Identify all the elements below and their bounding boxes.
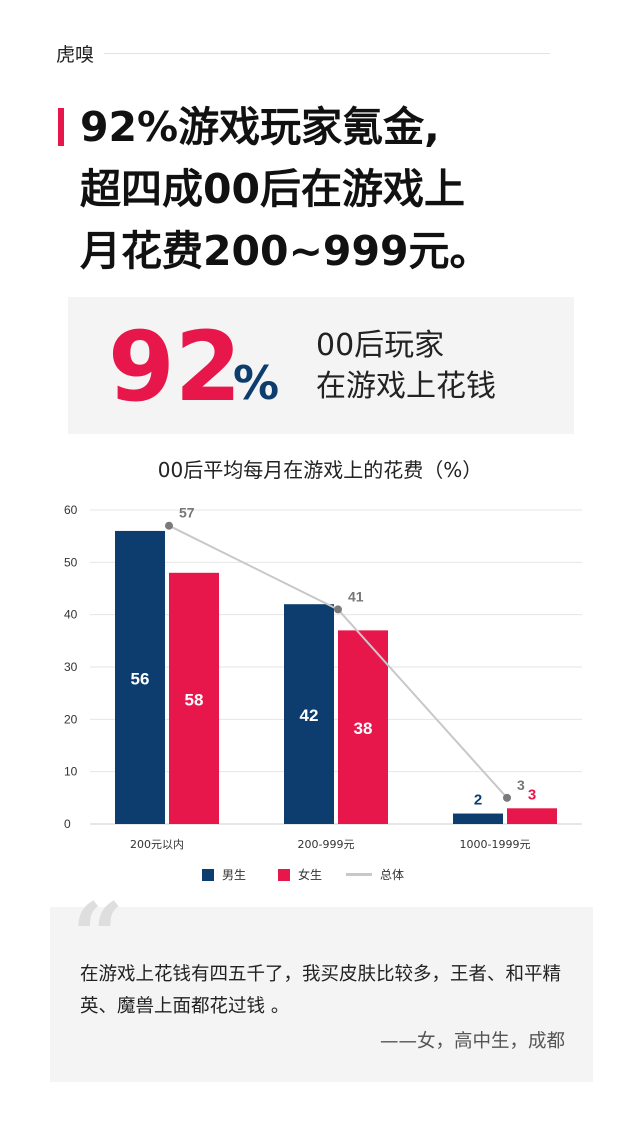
x-tick-label-0: 200元以内 — [130, 837, 184, 851]
line-label-1: 41 — [348, 588, 364, 604]
headline-accent-bar — [58, 108, 64, 146]
quote-mark-icon: “ — [72, 883, 124, 989]
stat-line-1: 00后玩家 — [316, 328, 445, 363]
legend-item-male: 男生 — [202, 866, 246, 884]
legend-swatch-female — [278, 869, 290, 881]
bar-male-1 — [284, 604, 334, 824]
line-label-0: 57 — [179, 505, 195, 521]
legend-item-overall: 总体 — [346, 866, 404, 884]
legend-label-overall: 总体 — [380, 868, 405, 882]
headline-line-3: 月花费200~999元。 — [80, 227, 491, 275]
line-point-1 — [334, 605, 342, 614]
bar-label-1-2: 3 — [528, 786, 536, 803]
legend-swatch-overall — [346, 873, 372, 876]
stat-description: 00后玩家 在游戏上花钱 — [316, 325, 496, 407]
y-tick-label-0: 0 — [64, 817, 71, 831]
y-tick-label-6: 60 — [64, 503, 78, 517]
quote-text: 在游戏上花钱有四五千了，我买皮肤比较多，王者、和平精英、魔兽上面都花过钱 。 — [80, 964, 562, 1017]
bar-label-0-1: 42 — [300, 706, 319, 725]
top-divider — [104, 53, 550, 54]
bar-label-0-2: 2 — [474, 792, 482, 809]
stat-callout: 92 % 00后玩家 在游戏上花钱 — [68, 297, 574, 434]
bar-label-0-0: 56 — [131, 669, 150, 688]
line-point-2 — [503, 793, 511, 802]
line-point-0 — [165, 521, 173, 530]
stat-unit: % — [233, 356, 280, 410]
y-tick-label-3: 30 — [64, 660, 78, 674]
x-tick-label-1: 200-999元 — [298, 838, 355, 851]
bar-female-0 — [169, 572, 219, 824]
y-tick-label-5: 50 — [64, 555, 78, 569]
legend-label-male: 男生 — [222, 868, 247, 882]
bar-male-2 — [453, 813, 503, 824]
headline-line-2: 超四成00后在游戏上 — [80, 165, 466, 213]
y-tick-label-2: 20 — [64, 712, 78, 726]
x-tick-label-2: 1000-1999元 — [460, 838, 531, 851]
chart-legend: 男生 女生 总体 — [0, 866, 640, 886]
legend-label-female: 女生 — [298, 868, 323, 882]
legend-item-female: 女生 — [278, 866, 322, 884]
stat-line-2: 在游戏上花钱 — [316, 369, 496, 404]
chart-title: 00后平均每月在游戏上的花费（%） — [157, 458, 483, 482]
bar-female-1 — [338, 630, 388, 824]
y-tick-label-4: 40 — [64, 608, 78, 622]
bar-label-1-1: 38 — [354, 719, 373, 738]
y-tick-label-1: 10 — [64, 765, 78, 779]
bar-male-0 — [115, 530, 165, 824]
headline-line-1: 92%游戏玩家氪金, — [80, 103, 440, 151]
bar-female-2 — [507, 808, 557, 824]
quote-source: ——女，高中生，成都 — [379, 1031, 565, 1052]
line-label-2: 3 — [517, 777, 525, 793]
brand-logo: 虎嗅 — [56, 44, 95, 66]
stat-number: 92 — [108, 311, 242, 423]
legend-swatch-male — [202, 869, 214, 881]
quote-card: “ 在游戏上花钱有四五千了，我买皮肤比较多，王者、和平精英、魔兽上面都花过钱 。… — [50, 891, 593, 1082]
bar-chart: 0 10 20 30 40 50 60 56 58 200元以内 42 38 200-999元 2 3 100… — [64, 503, 582, 851]
bar-label-1-0: 58 — [185, 690, 204, 709]
headline: 92%游戏玩家氪金, 超四成00后在游戏上 月花费200~999元。 — [80, 96, 600, 282]
